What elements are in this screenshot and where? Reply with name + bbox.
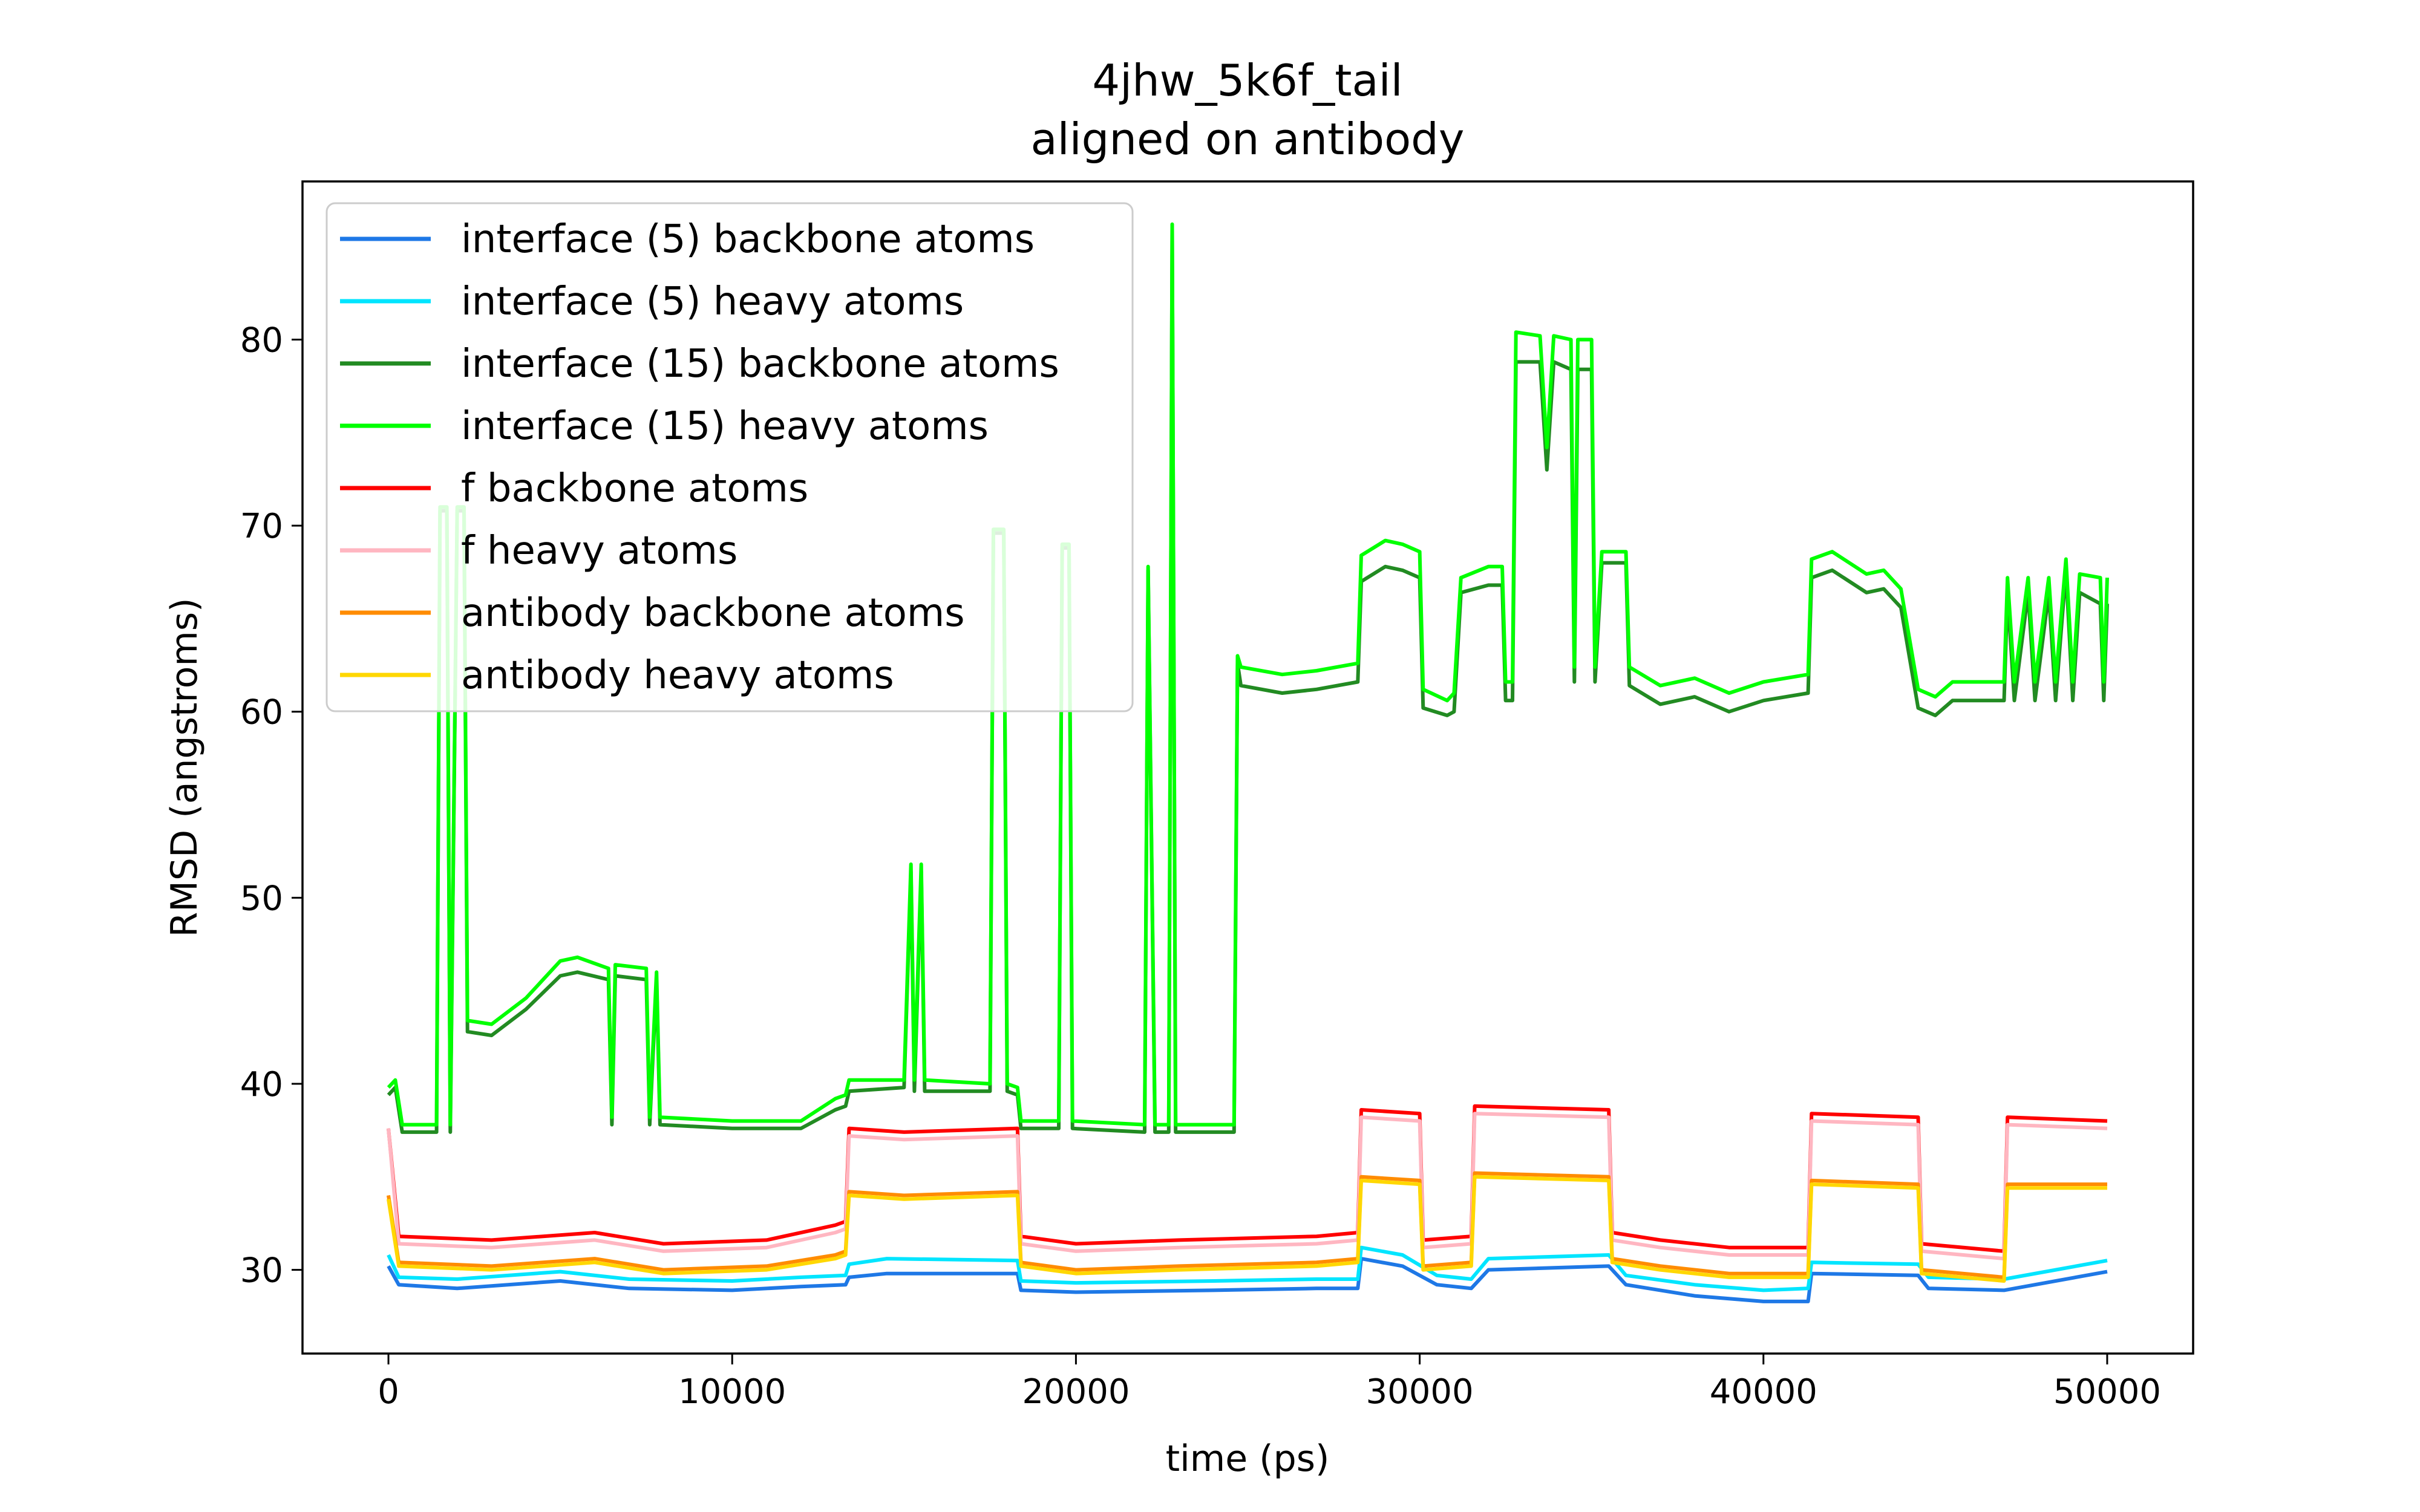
legend-label-6: antibody backbone atoms [461,591,965,636]
y-tick-label: 80 [240,321,283,360]
legend-label-7: antibody heavy atoms [461,653,894,698]
legend-label-1: interface (5) heavy atoms [461,279,964,324]
legend-label-2: interface (15) backbone atoms [461,342,1059,386]
y-tick-label: 70 [240,507,283,546]
series-line-3 [387,222,2109,1127]
legend-label-4: f backbone atoms [461,466,808,511]
plot-frame [301,180,2194,1355]
x-axis-label: time (ps) [1166,1438,1330,1480]
x-tick-label: 30000 [1366,1372,1474,1412]
y-axis: 30 40 50 60 70 80 [240,321,302,1291]
y-tick-label: 30 [240,1251,283,1291]
legend-label-3: interface (15) heavy atoms [461,404,989,449]
legend-label-0: interface (5) backbone atoms [461,217,1035,262]
chart-title: 4jhw_5k6f_tail [1092,55,1402,106]
y-tick-label: 50 [240,879,283,918]
series-line-0 [387,1257,2108,1303]
x-tick-label: 20000 [1022,1372,1130,1412]
x-tick-label: 50000 [2053,1372,2161,1412]
series-line-1 [387,1245,2108,1292]
x-tick-label: 40000 [1710,1372,1817,1412]
y-tick-label: 40 [240,1065,283,1104]
series-line-7 [387,1175,2107,1283]
legend: interface (5) backbone atoms interface (5… [325,202,1134,712]
legend-label-5: f heavy atoms [461,529,737,573]
y-axis-label: RMSD (angstroms) [163,598,206,937]
x-axis: 0 10000 20000 30000 40000 50000 [378,1354,2161,1412]
legend-box [325,202,1134,712]
series-layer [387,222,2109,1303]
x-tick-label: 10000 [678,1372,786,1412]
y-tick-label: 60 [240,693,283,732]
x-tick-label: 0 [378,1372,399,1412]
chart-subtitle: aligned on antibody [1031,114,1465,165]
